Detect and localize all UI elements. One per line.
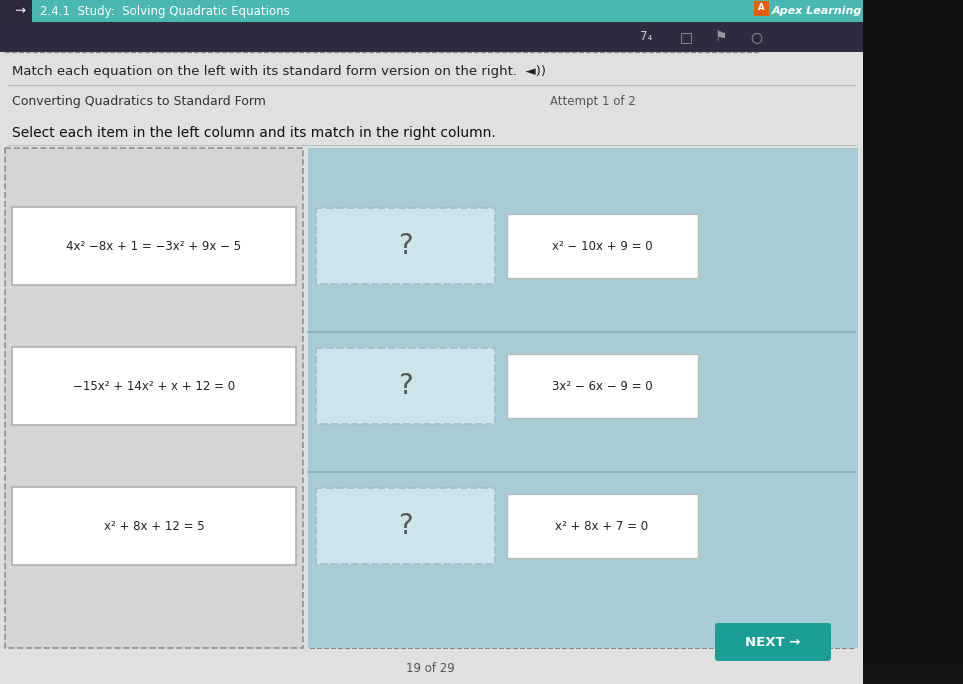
FancyBboxPatch shape	[0, 22, 863, 52]
Text: ⚑: ⚑	[715, 30, 727, 44]
FancyBboxPatch shape	[507, 354, 698, 418]
FancyBboxPatch shape	[5, 148, 303, 648]
Text: x² + 8x + 12 = 5: x² + 8x + 12 = 5	[104, 520, 204, 533]
Text: Select each item in the left column and its match in the right column.: Select each item in the left column and …	[12, 126, 496, 140]
FancyBboxPatch shape	[0, 0, 32, 22]
Text: x² + 8x + 7 = 0: x² + 8x + 7 = 0	[556, 520, 648, 533]
Text: ○: ○	[750, 30, 762, 44]
FancyBboxPatch shape	[12, 207, 296, 285]
FancyBboxPatch shape	[0, 665, 963, 684]
FancyBboxPatch shape	[12, 487, 296, 565]
FancyBboxPatch shape	[0, 0, 863, 22]
Text: Converting Quadratics to Standard Form: Converting Quadratics to Standard Form	[12, 94, 266, 107]
FancyBboxPatch shape	[308, 472, 858, 588]
Text: x² − 10x + 9 = 0: x² − 10x + 9 = 0	[552, 239, 652, 252]
Text: ?: ?	[398, 512, 412, 540]
FancyBboxPatch shape	[0, 0, 863, 684]
FancyBboxPatch shape	[316, 348, 495, 424]
Text: 7₄: 7₄	[640, 31, 652, 44]
Text: 2.4.1  Study:  Solving Quadratic Equations: 2.4.1 Study: Solving Quadratic Equations	[40, 5, 290, 18]
FancyBboxPatch shape	[754, 1, 769, 16]
Text: ↑: ↑	[10, 5, 22, 16]
FancyBboxPatch shape	[860, 0, 963, 684]
Text: 4x² −8x + 1 = −3x² + 9x − 5: 4x² −8x + 1 = −3x² + 9x − 5	[66, 239, 242, 252]
FancyBboxPatch shape	[0, 52, 863, 684]
Text: Apex Learning: Apex Learning	[772, 6, 863, 16]
Text: 19 of 29: 19 of 29	[405, 661, 455, 674]
Text: □: □	[680, 30, 693, 44]
FancyBboxPatch shape	[316, 208, 495, 284]
Text: A: A	[758, 3, 765, 12]
Text: NEXT →: NEXT →	[745, 635, 800, 648]
FancyBboxPatch shape	[316, 488, 495, 564]
FancyBboxPatch shape	[507, 214, 698, 278]
Text: −15x² + 14x² + x + 12 = 0: −15x² + 14x² + x + 12 = 0	[73, 380, 235, 393]
Text: 3x² − 6x − 9 = 0: 3x² − 6x − 9 = 0	[552, 380, 652, 393]
FancyBboxPatch shape	[308, 192, 858, 308]
FancyBboxPatch shape	[715, 623, 831, 661]
FancyBboxPatch shape	[507, 494, 698, 558]
FancyBboxPatch shape	[308, 332, 858, 448]
Text: Attempt 1 of 2: Attempt 1 of 2	[550, 94, 636, 107]
Text: ?: ?	[398, 372, 412, 400]
Text: Match each equation on the left with its standard form version on the right.  ◄): Match each equation on the left with its…	[12, 66, 546, 79]
FancyBboxPatch shape	[12, 347, 296, 425]
FancyBboxPatch shape	[308, 148, 858, 648]
Text: ?: ?	[398, 232, 412, 260]
